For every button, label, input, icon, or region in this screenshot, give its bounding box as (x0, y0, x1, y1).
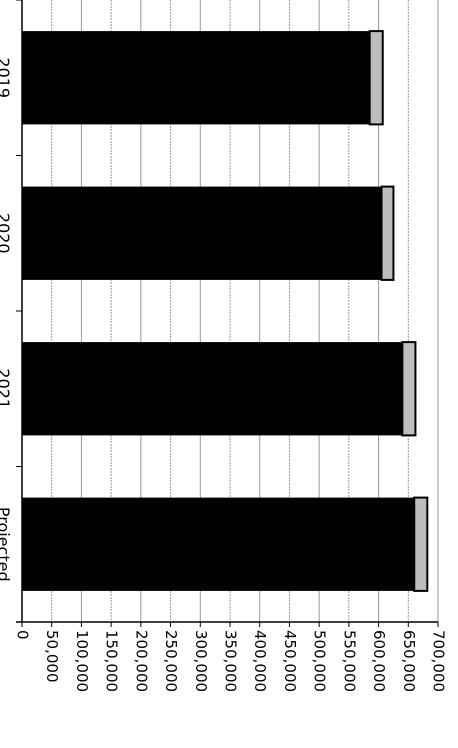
bar-segment (22, 31, 370, 125)
value-tick-label: 300,000 (192, 630, 210, 692)
bar-segment (401, 341, 417, 437)
value-tick-label: 400,000 (251, 630, 269, 692)
value-tick-labels: 0 50,000 100,000 150,000 200,000 250,000 300,0… (14, 630, 448, 692)
value-tick-label: 250,000 (162, 630, 180, 692)
category-labels: Projected 2021 2020 2019 (0, 57, 13, 581)
value-tick-label: 600,000 (370, 630, 388, 692)
axes (16, 0, 439, 627)
value-tick-label: 100,000 (73, 630, 91, 692)
bar-segment (368, 30, 384, 126)
value-tick-label: 500,000 (311, 630, 329, 692)
value-tick-label: 150,000 (103, 630, 121, 692)
category-label: Projected (0, 507, 13, 582)
bar-segment (380, 185, 395, 281)
value-tick-label: 650,000 (400, 630, 418, 692)
bar-segment (413, 496, 429, 592)
bars (21, 30, 429, 592)
value-tick-label: 0 (14, 630, 32, 640)
category-label: 2019 (0, 57, 13, 98)
bar-segment (21, 497, 415, 591)
value-tick-label: 700,000 (430, 630, 448, 692)
bar-segment (21, 342, 403, 436)
value-tick-label: 200,000 (132, 630, 150, 692)
value-tick-label: 450,000 (281, 630, 299, 692)
category-label: 2021 (0, 368, 13, 409)
bar-segment (22, 186, 382, 280)
value-tick-label: 550,000 (340, 630, 358, 692)
value-tick-label: 50,000 (43, 630, 61, 683)
value-tick-label: 350,000 (222, 630, 240, 692)
plot-area: 0 50,000 100,000 150,000 200,000 250,000 300,0… (0, 0, 448, 692)
category-label: 2020 (0, 213, 13, 254)
